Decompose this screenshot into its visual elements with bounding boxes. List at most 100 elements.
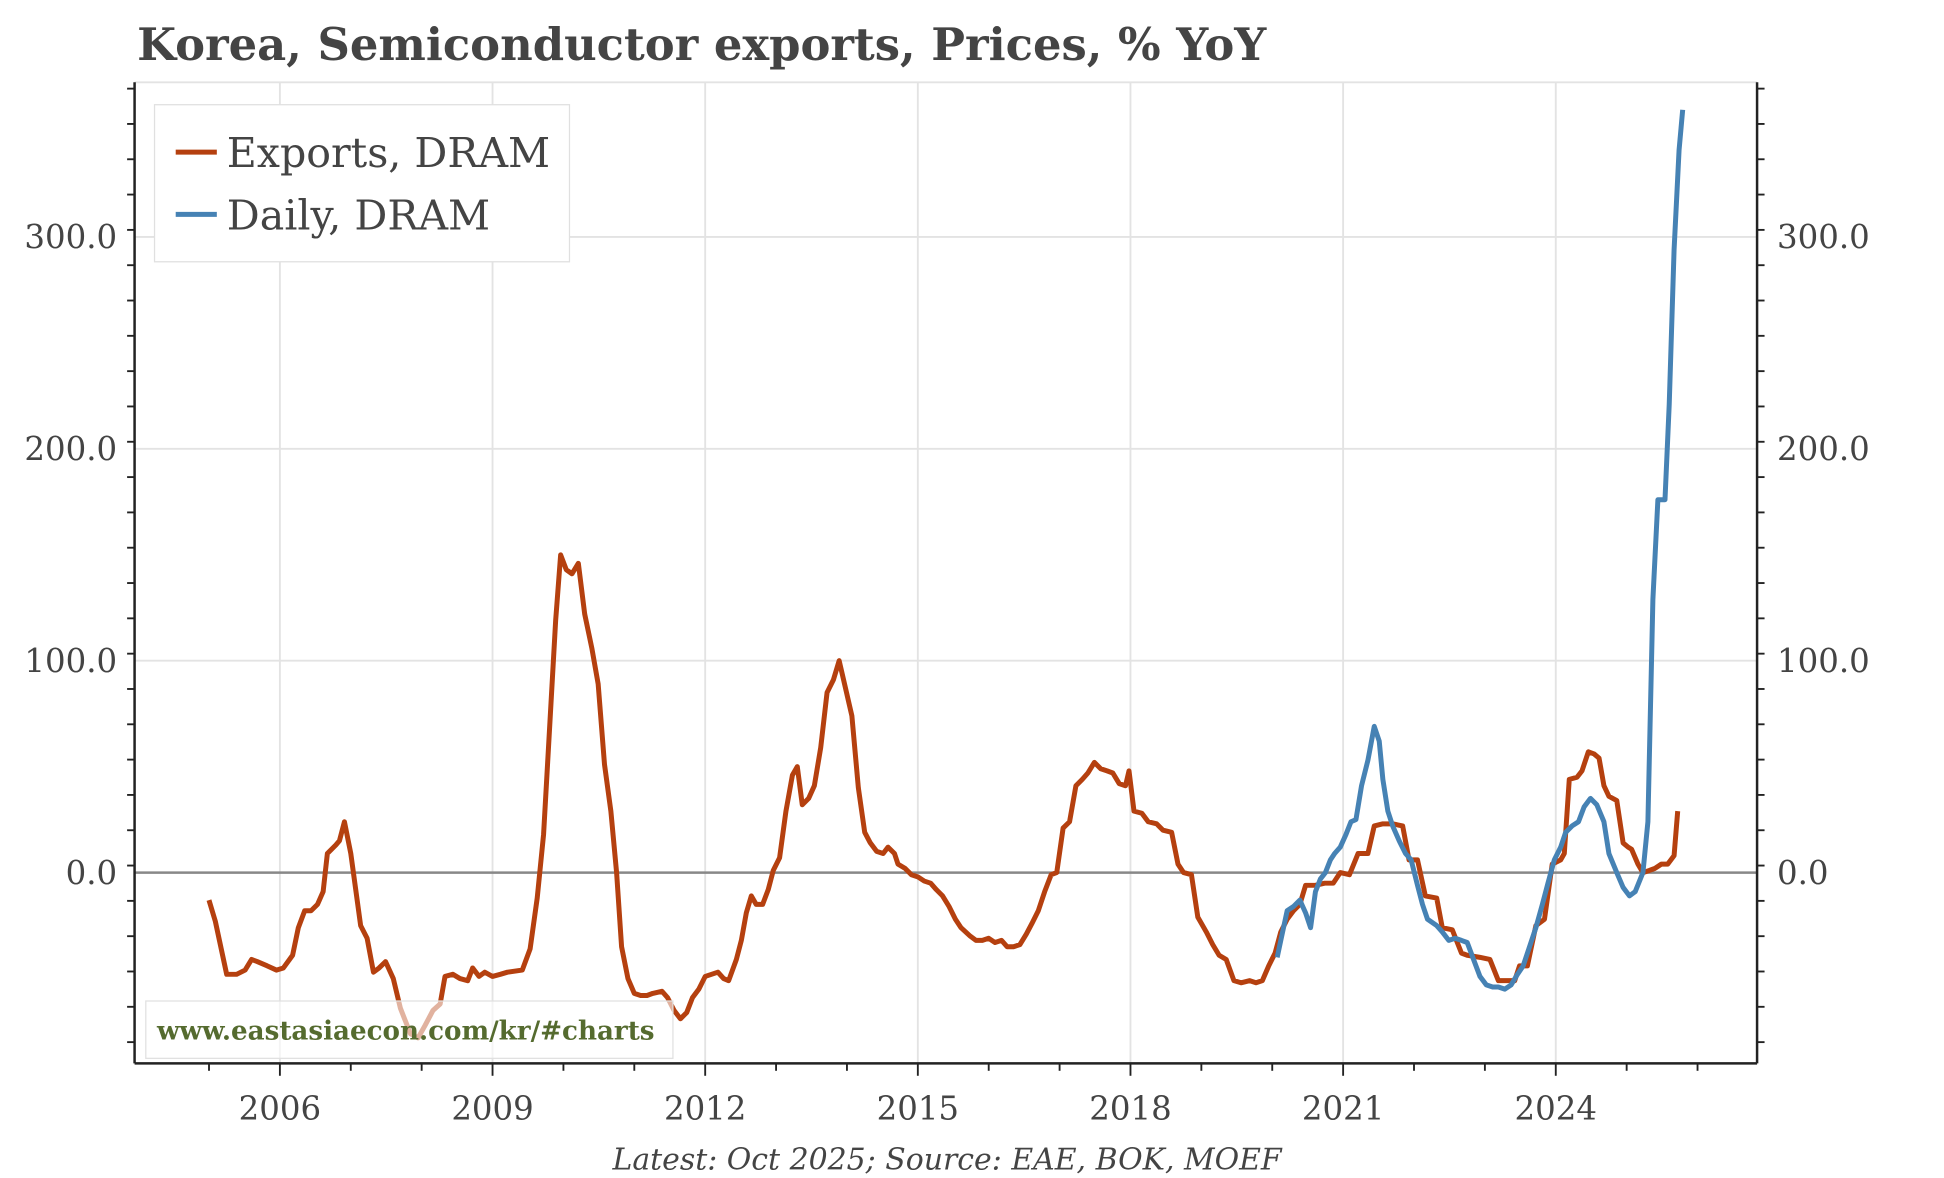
data-point xyxy=(970,936,971,937)
data-point xyxy=(1007,946,1008,947)
data-point xyxy=(779,857,780,858)
data-point xyxy=(484,972,485,973)
data-point xyxy=(1128,770,1129,771)
data-point xyxy=(792,775,793,776)
data-point xyxy=(344,821,345,822)
data-point xyxy=(1019,944,1020,945)
data-point xyxy=(444,976,445,977)
data-point xyxy=(876,851,877,852)
data-point xyxy=(1507,980,1508,981)
data-point xyxy=(1162,830,1163,831)
data-point xyxy=(1523,965,1524,966)
data-point xyxy=(1361,785,1362,786)
data-point xyxy=(1547,883,1548,884)
data-point xyxy=(1387,811,1388,812)
series-line-exports-dram xyxy=(206,552,1681,1041)
data-point xyxy=(373,972,374,973)
data-point xyxy=(1206,931,1207,932)
data-point xyxy=(826,692,827,693)
data-point xyxy=(975,940,976,941)
data-point xyxy=(339,840,340,841)
data-point xyxy=(1277,957,1278,958)
data-point xyxy=(1262,980,1263,981)
data-point xyxy=(858,787,859,788)
y-tick-label-left: 200.0 xyxy=(24,430,117,468)
data-point xyxy=(529,948,530,949)
data-point xyxy=(1584,806,1585,807)
data-point xyxy=(335,844,336,845)
data-point xyxy=(1677,811,1678,812)
data-point xyxy=(686,1012,687,1013)
data-point xyxy=(604,764,605,765)
data-point xyxy=(955,919,956,920)
data-point xyxy=(808,798,809,799)
data-point xyxy=(1649,870,1650,871)
data-point xyxy=(366,938,367,939)
data-point xyxy=(897,864,898,865)
data-point xyxy=(673,1010,674,1011)
data-point xyxy=(942,895,943,896)
data-point xyxy=(1616,872,1617,873)
data-point xyxy=(1334,853,1335,854)
data-point xyxy=(478,976,479,977)
data-point xyxy=(640,995,641,996)
data-point xyxy=(1177,864,1178,865)
data-point xyxy=(1100,768,1101,769)
data-point xyxy=(1106,770,1107,771)
data-point xyxy=(1467,942,1468,943)
data-point xyxy=(751,895,752,896)
data-point xyxy=(1576,777,1577,778)
data-point xyxy=(904,868,905,869)
data-point xyxy=(736,959,737,960)
data-point xyxy=(1402,825,1403,826)
data-point xyxy=(1044,891,1045,892)
data-point xyxy=(1293,906,1294,907)
data-point xyxy=(1498,980,1499,981)
data-point xyxy=(1596,804,1597,805)
y-tick-label-right: 100.0 xyxy=(1777,642,1870,680)
watermark-box xyxy=(145,1000,674,1059)
data-point xyxy=(1249,980,1250,981)
data-point xyxy=(283,967,284,968)
data-point xyxy=(870,842,871,843)
data-point xyxy=(1287,910,1288,911)
data-point xyxy=(1405,853,1406,854)
data-point xyxy=(616,872,617,873)
data-point xyxy=(1268,965,1269,966)
source-note: Latest: Oct 2025; Source: EAE, BOK, MOEF xyxy=(611,1142,1282,1177)
data-point xyxy=(1148,821,1149,822)
data-point xyxy=(1678,149,1679,150)
data-point xyxy=(1603,785,1604,786)
data-point xyxy=(549,722,550,723)
data-point xyxy=(1627,847,1628,848)
data-point xyxy=(1299,900,1300,901)
data-point xyxy=(215,921,216,922)
data-point xyxy=(917,876,918,877)
data-point xyxy=(1661,864,1662,865)
data-point xyxy=(1635,891,1636,892)
data-point xyxy=(802,804,803,805)
data-point xyxy=(1382,779,1383,780)
chart-title: Korea, Semiconductor exports, Prices, % … xyxy=(137,18,1267,71)
axes: 0.0 0.0 100.0 100.0 200.0 200.0 300.0 300.0 2006… xyxy=(24,82,1870,1127)
data-point xyxy=(1608,796,1609,797)
data-point xyxy=(1652,599,1653,600)
data-point xyxy=(797,766,798,767)
data-point xyxy=(1642,872,1643,873)
data-point xyxy=(251,959,252,960)
y-tick-label-right: 0.0 xyxy=(1777,854,1829,892)
data-point xyxy=(652,993,653,994)
data-point xyxy=(717,972,718,973)
data-point xyxy=(1305,912,1306,913)
data-point xyxy=(1667,864,1668,865)
data-point xyxy=(948,906,949,907)
data-point xyxy=(1425,895,1426,896)
data-point xyxy=(257,961,258,962)
data-point xyxy=(756,904,757,905)
data-point xyxy=(1392,825,1393,826)
data-point xyxy=(1001,940,1002,941)
data-point xyxy=(930,883,931,884)
data-point xyxy=(621,946,622,947)
legend-label-daily: Daily, DRAM xyxy=(227,191,490,239)
data-point xyxy=(746,912,747,913)
